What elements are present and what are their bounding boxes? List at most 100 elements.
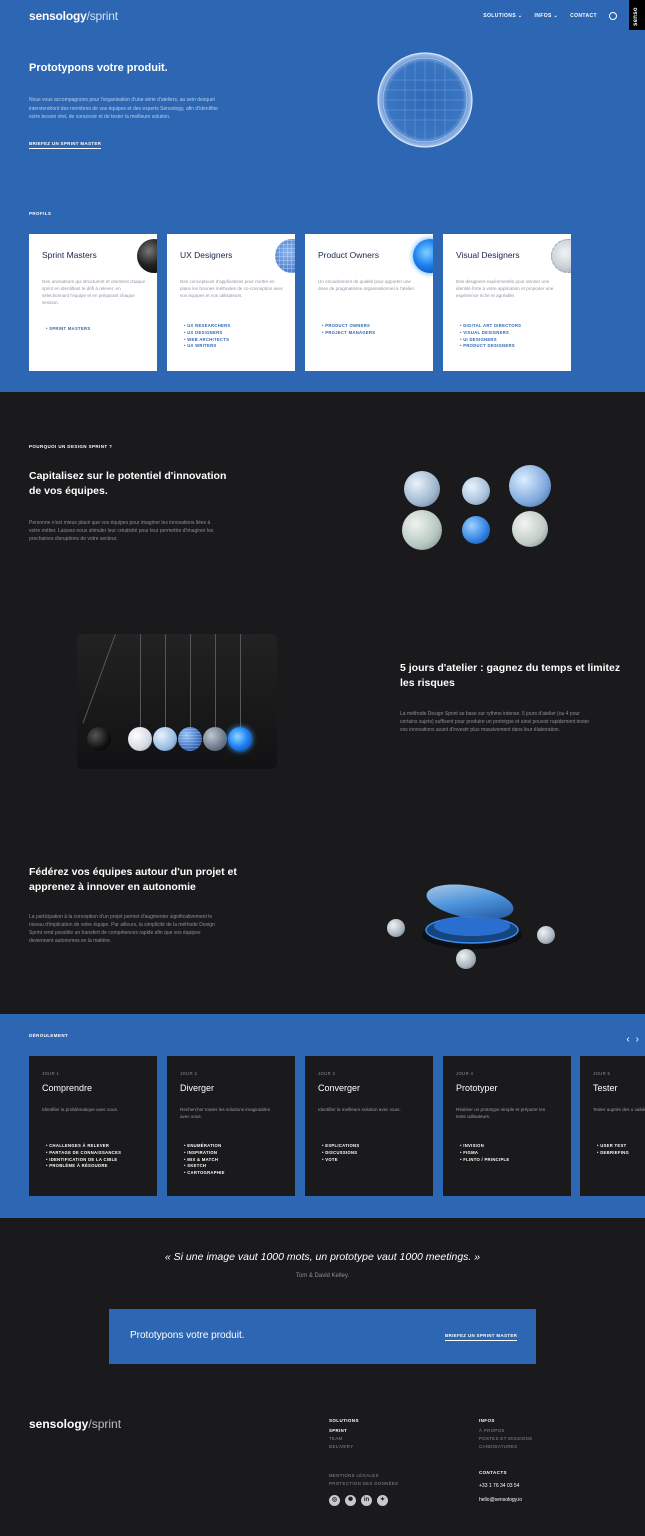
footer-email[interactable]: hello@sensology.io — [479, 1497, 523, 1503]
profile-card-ux-designers[interactable]: UX Designers Des concepteurs d'applicati… — [167, 234, 295, 371]
step-card-4[interactable]: JOUR 4 Prototyper Réaliser un prototype … — [443, 1056, 571, 1196]
step-list: ENUMÉRATION INSPIRATION MIX & MATCH SKET… — [184, 1143, 225, 1177]
list-item: SPRINT MASTERS — [46, 326, 90, 333]
why-title-3: Fédérez vos équipes autour d'un projet e… — [29, 866, 237, 893]
step-title: Diverger — [180, 1083, 215, 1093]
nav-infos[interactable]: INFOS ⌄ — [534, 13, 559, 19]
nav-contact[interactable]: CONTACT — [570, 13, 597, 19]
cradle-string — [165, 634, 166, 729]
why-title-2: 5 jours d'atelier : gagnez du temps et l… — [400, 662, 621, 689]
profile-card-list: PRODUCT OWNERS PROJECT MANAGERS — [322, 323, 375, 337]
profile-card-text: Des animateurs qui structurent et orient… — [42, 279, 146, 305]
list-item: IDENTIFICATION DE LA CIBLE — [46, 1157, 121, 1164]
section-label-why: POURQUOI UN DESIGN SPRINT ? — [29, 444, 113, 449]
sphere-image — [462, 516, 490, 544]
twitter-icon[interactable]: ✦ — [377, 1495, 388, 1506]
step-text: Identifier la meilleure solution avec vo… — [318, 1107, 401, 1112]
list-item: WEB ARCHITECTS — [184, 337, 231, 344]
cradle-ball — [228, 727, 252, 751]
profile-card-title: Sprint Masters — [42, 250, 97, 260]
step-list: EXPLICATIONS DISCUSSIONS VOTE — [322, 1143, 359, 1163]
list-item: MIX & MATCH — [184, 1157, 225, 1164]
profile-card-list: SPRINT MASTERS — [46, 326, 90, 333]
list-item: DIGITAL ART DIRECTORS — [460, 323, 521, 330]
chevron-down-icon: ⌄ — [553, 13, 559, 19]
footer-infos: INFOS À PROPOS POSTES ET MISSIONS CANDID… — [479, 1418, 532, 1451]
chevron-right-icon[interactable]: › — [635, 1034, 639, 1045]
brand-logo[interactable]: sensology/sprint — [29, 9, 118, 23]
step-text: Identifier la problématique avec vous. — [42, 1107, 119, 1112]
profile-card-title: Visual Designers — [456, 250, 520, 260]
footer-link-privacy[interactable]: PROTECTION DES DONNÉES — [329, 1481, 399, 1486]
list-item: UX DESIGNERS — [184, 330, 231, 337]
footer-phone[interactable]: +33 1 76 34 03 54 — [479, 1483, 520, 1489]
step-text: Rechercher toutes les solutions imaginab… — [180, 1107, 270, 1119]
list-item: PRODUCT OWNERS — [322, 323, 375, 330]
footer-contacts: CONTACTS +33 1 76 34 03 54 hello@sensolo… — [479, 1470, 522, 1507]
list-item: FLINTO / PRINCIPLE — [460, 1157, 510, 1164]
step-card-3[interactable]: JOUR 3 Converger Identifier la meilleure… — [305, 1056, 433, 1196]
glowing-sphere-image — [413, 239, 433, 273]
profile-card-title: UX Designers — [180, 250, 233, 260]
cradle-ball — [87, 727, 111, 751]
why-text-2: La méthode Design Sprint se base sur ryt… — [400, 711, 590, 733]
cradle-string — [82, 634, 116, 724]
sphere-image — [456, 949, 476, 969]
cradle-ball — [153, 727, 177, 751]
list-item: INVISION — [460, 1143, 510, 1150]
step-card-2[interactable]: JOUR 2 Diverger Rechercher toutes les so… — [167, 1056, 295, 1196]
grid-sphere-image — [275, 239, 295, 273]
step-list: USER TEST DEBRIEFING — [597, 1143, 629, 1157]
linkedin-icon[interactable]: in — [361, 1495, 372, 1506]
user-icon[interactable] — [609, 12, 617, 20]
list-item: PROBLÈME À RÉSOUDRE — [46, 1163, 121, 1170]
footer-link-jobs[interactable]: POSTES ET MISSIONS — [479, 1436, 533, 1441]
step-card-5[interactable]: JOUR 5 Tester Tester auprès des u valide… — [580, 1056, 645, 1196]
footer-link-team[interactable]: TEAM — [329, 1436, 343, 1441]
profile-card-text: Un encadrement de qualité pour apporter … — [318, 279, 416, 291]
footer-solutions: SOLUTIONS SPRINT TEAM DELIVERY — [329, 1418, 359, 1451]
footer-link-mentions[interactable]: MENTIONS LÉGALES — [329, 1473, 379, 1478]
wireframe-globe-image — [377, 52, 473, 148]
profile-card-list: UX RESEARCHERS UX DESIGNERS WEB ARCHITEC… — [184, 323, 231, 350]
profile-card-product-owners[interactable]: Product Owners Un encadrement de qualité… — [305, 234, 433, 371]
footer-link-applications[interactable]: CANDIDATURES — [479, 1444, 518, 1449]
step-text: Réaliser un prototype simple et préparer… — [456, 1107, 546, 1119]
footer-link-sprint[interactable]: SPRINT — [329, 1428, 348, 1433]
footer-legal: MENTIONS LÉGALES PROTECTION DES DONNÉES — [329, 1472, 398, 1488]
footer-heading: SOLUTIONS — [329, 1418, 359, 1423]
step-text: Tester auprès des u valider et optimise — [593, 1107, 645, 1112]
nav-solutions[interactable]: SOLUTIONS ⌄ — [483, 13, 523, 19]
step-title: Tester — [593, 1083, 618, 1093]
list-item: PROJECT MANAGERS — [322, 330, 375, 337]
github-icon[interactable]: ◎ — [329, 1495, 340, 1506]
profile-card-visual-designers[interactable]: Visual Designers Des designers expérimen… — [443, 234, 571, 371]
list-item: SKETCH — [184, 1163, 225, 1170]
footer-logo[interactable]: sensology/sprint — [29, 1417, 122, 1431]
hero-cta-link[interactable]: BRIEFEZ UN SPRINT MASTER — [29, 141, 102, 149]
footer-heading: INFOS — [479, 1418, 495, 1423]
chevron-left-icon[interactable]: ‹ — [626, 1034, 630, 1045]
cta-link[interactable]: BRIEFEZ UN SPRINT MASTER — [445, 1333, 518, 1341]
side-tab[interactable]: senso — [629, 0, 645, 30]
sphere-image — [537, 926, 555, 944]
step-day: JOUR 2 — [180, 1071, 198, 1076]
carousel-arrows: ‹ › — [626, 1034, 639, 1045]
dribbble-icon[interactable]: ✺ — [345, 1495, 356, 1506]
footer-link-delivery[interactable]: DELIVERY — [329, 1444, 354, 1449]
profiles-section: PROFILS Sprint Masters Des animateurs qu… — [0, 192, 645, 392]
sphere-image — [509, 465, 551, 507]
cradle-string — [190, 634, 191, 729]
profile-card-sprint-masters[interactable]: Sprint Masters Des animateurs qui struct… — [29, 234, 157, 371]
step-card-1[interactable]: JOUR 1 Comprendre Identifier la probléma… — [29, 1056, 157, 1196]
list-item: CARTOGRAPHIE — [184, 1170, 225, 1177]
list-item: DISCUSSIONS — [322, 1150, 359, 1157]
list-item: FIGMA — [460, 1150, 510, 1157]
cta-banner: Prototypons votre produit. BRIEFEZ UN SP… — [109, 1309, 536, 1364]
why-text-3: La participation à la conception d'un pr… — [29, 914, 215, 944]
cradle-string — [215, 634, 216, 729]
hero-text: Nous vous accompagnons pour l'organisati… — [29, 97, 219, 120]
profile-card-text: Des designers expérimentés pour donner u… — [456, 279, 554, 298]
cradle-ball — [178, 727, 202, 751]
footer-link-about[interactable]: À PROPOS — [479, 1428, 505, 1433]
